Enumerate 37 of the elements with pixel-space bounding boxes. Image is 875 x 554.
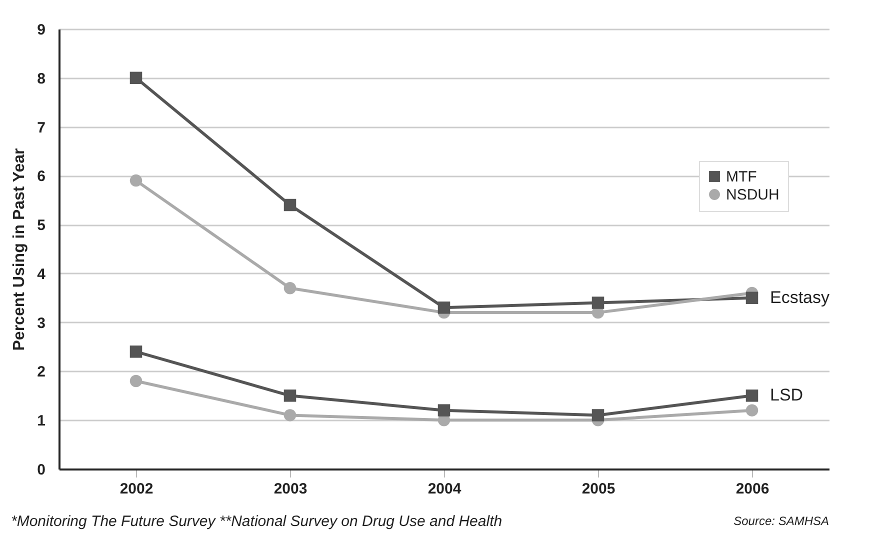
text: *Monitoring The Future Survey **National Survey on Drug Use and Health [11, 513, 502, 530]
x-tick-label: 2004 [428, 480, 462, 498]
y-tick-label: 8 [37, 70, 46, 88]
y-axis-title: Percent Using in Past Year [11, 148, 28, 351]
x-tick-label: 2006 [736, 480, 770, 498]
y-tick-label: 2 [37, 364, 46, 381]
legend-label: MTF [726, 168, 757, 186]
point [592, 296, 604, 309]
point [130, 346, 142, 358]
y-tick-label: 5 [37, 217, 46, 234]
point [284, 282, 296, 294]
legend-label: NSDUH [726, 186, 780, 204]
y-tick-label: 1 [37, 412, 46, 430]
y-tick-label: 4 [37, 266, 46, 283]
point [130, 72, 142, 84]
point [130, 374, 142, 388]
point [284, 390, 296, 402]
point [746, 404, 758, 416]
y-tick-label: 7 [37, 119, 46, 136]
x-tick-label: 2005 [582, 480, 616, 498]
point [130, 174, 142, 187]
source-note: Source: SAMHSA [734, 514, 829, 528]
point [284, 409, 296, 422]
point [284, 198, 296, 212]
x-tick-label: 2002 [120, 480, 154, 498]
y-tick-label: 3 [37, 314, 46, 332]
point [438, 302, 450, 314]
y-tick-label: 9 [37, 22, 46, 38]
point [746, 390, 758, 402]
y-tick-label: 0 [37, 462, 46, 478]
y-tick-label: 6 [37, 168, 46, 186]
point [438, 404, 450, 416]
annotation: Ecstasy [770, 288, 830, 307]
point [746, 292, 758, 304]
point [592, 409, 604, 422]
annotation: LSD [770, 386, 804, 405]
x-tick-label: 2003 [274, 480, 308, 498]
